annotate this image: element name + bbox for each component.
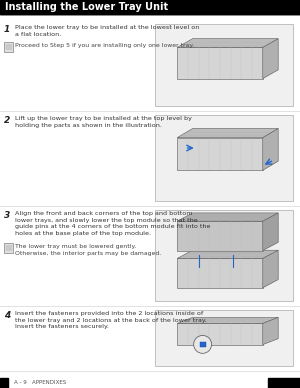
Text: Installing the Lower Tray Unit: Installing the Lower Tray Unit xyxy=(5,2,168,12)
Text: Proceed to Step 5 if you are installing only one lower tray.: Proceed to Step 5 if you are installing … xyxy=(15,43,194,48)
Polygon shape xyxy=(177,128,278,138)
Text: 1: 1 xyxy=(4,25,10,34)
Bar xyxy=(155,210,293,301)
Text: 3: 3 xyxy=(4,211,10,220)
Text: A - 9   APPENDIXES: A - 9 APPENDIXES xyxy=(14,381,66,386)
Bar xyxy=(155,24,293,106)
Bar xyxy=(4,243,13,253)
Polygon shape xyxy=(263,250,278,288)
Bar xyxy=(200,342,206,347)
Polygon shape xyxy=(177,323,263,345)
Text: 4: 4 xyxy=(4,311,10,320)
Text: Lift up the lower tray to be installed at the top level by
holding the parts as : Lift up the lower tray to be installed a… xyxy=(15,116,192,128)
Text: The lower tray must be lowered gently.
Otherwise, the interior parts may be dama: The lower tray must be lowered gently. O… xyxy=(15,244,161,256)
Bar xyxy=(0,378,8,388)
Polygon shape xyxy=(263,39,278,79)
Polygon shape xyxy=(177,258,263,288)
Polygon shape xyxy=(177,138,263,170)
Polygon shape xyxy=(177,213,278,221)
Bar xyxy=(155,115,293,201)
Polygon shape xyxy=(177,221,263,251)
Polygon shape xyxy=(177,250,278,258)
Text: Insert the fasteners provided into the 2 locations inside of
the lower tray and : Insert the fasteners provided into the 2… xyxy=(15,311,207,329)
Bar xyxy=(268,378,300,388)
Circle shape xyxy=(194,335,212,353)
Polygon shape xyxy=(263,317,278,345)
Bar xyxy=(155,310,293,366)
Text: Align the front and back corners of the top and bottom
lower trays, and slowly l: Align the front and back corners of the … xyxy=(15,211,211,236)
Text: Place the lower tray to be installed at the lowest level on
a flat location.: Place the lower tray to be installed at … xyxy=(15,25,200,36)
Polygon shape xyxy=(263,128,278,170)
Polygon shape xyxy=(177,39,278,47)
Bar xyxy=(0,0,300,14)
Polygon shape xyxy=(177,317,278,323)
Text: 2: 2 xyxy=(4,116,10,125)
Bar xyxy=(4,42,13,52)
Polygon shape xyxy=(263,213,278,251)
Polygon shape xyxy=(177,47,263,79)
